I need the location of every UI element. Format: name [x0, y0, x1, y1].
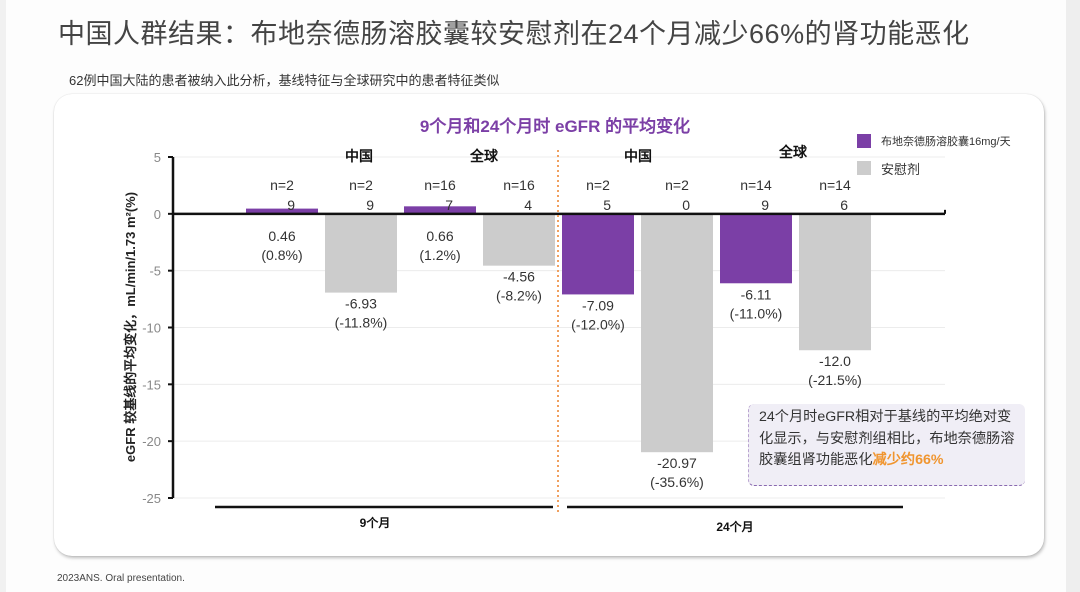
bar-placebo [799, 213, 871, 351]
percent-label: (-21.5%) [808, 372, 862, 388]
group-label: 全球 [469, 148, 499, 164]
y-tick-label: -5 [149, 264, 161, 279]
group-label: 全球 [778, 144, 808, 160]
y-axis-label: eGFR 较基线的平均变化，mL/min/1.73 m²(%) [123, 192, 138, 462]
bar-placebo [641, 213, 713, 453]
sample-size-label: n=2 [665, 177, 689, 193]
value-label: -6.93 [345, 296, 377, 312]
sample-size-label-cont: 4 [524, 197, 532, 213]
legend-label-placebo: 安慰剂 [881, 161, 921, 177]
sample-size-label: n=2 [586, 177, 610, 193]
percent-label: (-11.8%) [335, 315, 388, 331]
slide-subtitle: 62例中国大陆的患者被纳入此分析，基线特征与全球研究中的患者特征类似 [69, 73, 500, 88]
sample-size-label-cont: 5 [603, 197, 611, 213]
value-label: -4.56 [503, 269, 535, 285]
callout-highlight: 减少约66% [872, 452, 944, 468]
bar-treatment [246, 208, 318, 214]
legend-item-treatment: 布地奈德肠溶胶囊16mg/天 [857, 134, 1011, 148]
chart-title: 9个月和24个月时 eGFR 的平均变化 [420, 116, 690, 136]
sample-size-label-cont: 9 [761, 197, 769, 213]
value-label: -7.09 [582, 297, 614, 313]
bar-treatment [404, 206, 476, 214]
group-label: 中国 [345, 148, 373, 164]
legend-label-treatment: 布地奈德肠溶胶囊16mg/天 [881, 136, 1011, 148]
sample-size-label: n=14 [819, 177, 851, 193]
sample-size-label-cont: 9 [287, 197, 295, 213]
y-tick-label: -20 [142, 434, 161, 449]
y-tick-label: 5 [154, 150, 161, 165]
legend-swatch-placebo [857, 161, 871, 175]
value-label: -12.0 [819, 353, 851, 369]
percent-label: (1.2%) [419, 247, 460, 263]
y-tick-label: -10 [142, 321, 161, 336]
timepoint-label: 24个月 [716, 519, 753, 534]
sample-size-label-cont: 9 [366, 197, 374, 213]
y-axis-ticks: 5 0 -5 -10 -15 -20 -25 [142, 150, 173, 506]
bar-treatment [562, 213, 634, 295]
group-label: 中国 [624, 148, 652, 164]
sample-size-label-cont: 0 [682, 197, 690, 213]
value-label: -6.11 [741, 286, 772, 302]
percent-label: (-12.0%) [571, 316, 625, 332]
y-tick-label: -15 [142, 377, 161, 392]
sample-size-label-cont: 6 [840, 197, 848, 213]
percent-label: (-35.6%) [650, 474, 704, 490]
percent-label: (0.8%) [261, 247, 302, 263]
sample-size-label: n=16 [503, 177, 535, 193]
callout-box: 24个月时eGFR相对于基线的平均绝对变化显示，与安慰剂组相比，布地奈德肠溶胶囊… [748, 404, 1025, 486]
axes: 中国 全球 中国 全球 9个月 24个月 [171, 144, 946, 534]
sample-size-label: n=2 [270, 177, 294, 193]
value-label: 0.66 [426, 228, 453, 244]
right-edge [1066, 0, 1080, 592]
bars [246, 206, 871, 453]
sample-size-label: n=2 [349, 177, 373, 193]
y-tick-label: -25 [142, 491, 161, 506]
slide-title: 中国人群结果：布地奈德肠溶胶囊较安慰剂在24个月减少66%的肾功能恶化 [58, 19, 970, 49]
callout-text: 24个月时eGFR相对于基线的平均绝对变化显示，与安慰剂组相比，布地奈德肠溶胶囊… [759, 409, 1015, 468]
footer-citation: 2023ANS. Oral presentation. [57, 573, 185, 584]
legend-swatch-treatment [857, 134, 871, 148]
value-label: 0.46 [268, 228, 295, 244]
percent-label: (-8.2%) [496, 288, 542, 304]
bar-treatment [720, 213, 792, 284]
legend-item-placebo: 安慰剂 [857, 161, 1011, 177]
left-edge [0, 0, 6, 592]
sample-size-label: n=14 [740, 177, 772, 193]
bar-labels: n=2 9 0.46 (0.8%) n=2 9 -6.93 (-11.8%) n=16 7 0.66… [261, 177, 861, 490]
legend: 布地奈德肠溶胶囊16mg/天 安慰剂 [857, 134, 1011, 188]
y-tick-label: 0 [154, 207, 161, 222]
percent-label: (-11.0%) [730, 305, 783, 321]
timepoint-label: 9个月 [360, 515, 391, 530]
sample-size-label-cont: 7 [445, 197, 453, 213]
sample-size-label: n=16 [424, 177, 456, 193]
value-label: -20.97 [657, 455, 697, 471]
bar-placebo [483, 213, 555, 266]
bar-placebo [325, 213, 397, 293]
